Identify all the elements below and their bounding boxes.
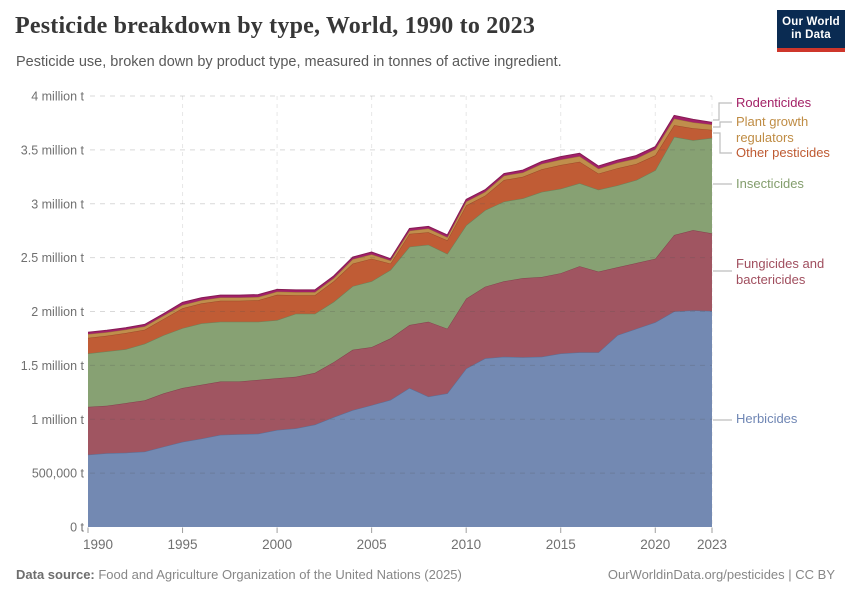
- legend-item-plant-growth-regulators[interactable]: Plant growth regulators: [736, 114, 809, 145]
- x-tick-label-2005: 2005: [357, 537, 387, 552]
- owid-logo-line2: in Data: [791, 29, 831, 41]
- data-source-note: Data source: Food and Agriculture Organi…: [16, 567, 462, 582]
- legend-item-herbicides[interactable]: Herbicides: [736, 411, 798, 426]
- y-tick-label-2000000: 2 million t: [31, 305, 84, 319]
- data-source-label: Data source:: [16, 567, 95, 582]
- area-other-pesticides[interactable]: [88, 125, 712, 354]
- y-tick-label-4000000: 4 million t: [31, 90, 84, 104]
- area-herbicides[interactable]: [88, 310, 712, 527]
- legend-leader-lines: [713, 102, 732, 421]
- legend-item-fungicides-and-bactericides[interactable]: Fungicides and bactericides: [736, 256, 825, 287]
- x-axis: 1990 1995 2000 2005 2010 2015 2020 2023: [83, 527, 727, 552]
- owid-logo-redbar: [777, 48, 845, 52]
- owid-logo[interactable]: Our World in Data: [777, 10, 845, 52]
- owid-logo-box: Our World in Data: [777, 10, 845, 48]
- x-tick-label-2010: 2010: [451, 537, 481, 552]
- legend-leader-other-pesticides: [713, 132, 732, 154]
- legend-item-insecticides[interactable]: Insecticides: [736, 176, 804, 191]
- y-axis: 0 t 500,000 t 1 million t 1.5 million t 2 mi…: [21, 90, 85, 535]
- data-source-text: Food and Agriculture Organization of the…: [94, 567, 462, 582]
- credit-link[interactable]: OurWorldinData.org/pesticides | CC BY: [607, 567, 835, 582]
- legend-leader-plant-growth-regulators: [713, 121, 732, 128]
- y-tick-label-1000000: 1 million t: [31, 413, 84, 427]
- y-tick-label-2500000: 2.5 million t: [21, 251, 85, 265]
- chart-areas[interactable]: [87, 114, 713, 527]
- page-title: Pesticide breakdown by type, World, 1990…: [15, 13, 536, 39]
- y-tick-label-500000: 500,000 t: [32, 467, 85, 481]
- legend-item-other-pesticides[interactable]: Other pesticides: [736, 145, 830, 160]
- area-insecticides[interactable]: [88, 136, 712, 407]
- y-tick-label-1500000: 1.5 million t: [21, 359, 85, 373]
- y-tick-label-3000000: 3 million t: [31, 197, 84, 211]
- x-tick-label-1990: 1990: [83, 537, 113, 552]
- y-tick-label-0: 0 t: [70, 521, 84, 535]
- x-tick-label-2000: 2000: [262, 537, 292, 552]
- legend-leader-rodenticides: [713, 102, 732, 121]
- area-edge-rodenticides: [87, 114, 713, 333]
- x-tick-label-2020: 2020: [640, 537, 670, 552]
- x-tick-label-2023: 2023: [697, 537, 727, 552]
- x-tick-label-1995: 1995: [168, 537, 198, 552]
- legend-item-rodenticides[interactable]: Rodenticides: [736, 95, 812, 110]
- horizontal-gridlines: [90, 95, 712, 474]
- y-tick-label-3500000: 3.5 million t: [21, 143, 85, 157]
- area-fungicides-and-bactericides[interactable]: [88, 230, 712, 455]
- x-tick-label-2015: 2015: [546, 537, 576, 552]
- chart-subtitle: Pesticide use, broken down by product ty…: [16, 54, 562, 70]
- owid-logo-line1: Our World: [782, 16, 840, 28]
